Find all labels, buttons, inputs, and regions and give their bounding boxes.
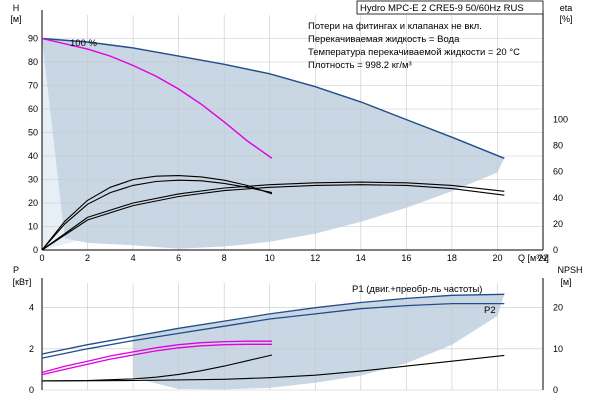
series-bottom-3 (41, 343, 272, 376)
y-axis-unit-right-bottom: [м] (560, 277, 571, 287)
x-tick-label: 2 (85, 253, 90, 263)
y-axis-label-left-bottom: P (13, 265, 19, 275)
y-tick-label-left: 40 (28, 151, 38, 161)
y-tick-label-left: 10 (28, 222, 38, 232)
y-axis-unit-left: [м] (10, 14, 21, 24)
x-tick-label: 4 (131, 253, 136, 263)
y-tick-label-left: 30 (28, 175, 38, 185)
y-tick-label-right: 0 (553, 245, 558, 255)
series-label-p2: P2 (484, 305, 496, 316)
y-tick-label-left: 50 (28, 128, 38, 138)
x-tick-label: 16 (401, 253, 411, 263)
x-tick-label: 0 (39, 253, 44, 263)
y-tick-label-right: 60 (553, 167, 563, 177)
y-tick-label-left-bottom: 4 (29, 303, 34, 313)
y-tick-label-right-bottom: 0 (553, 385, 558, 395)
series-bottom-2 (41, 340, 272, 374)
y-tick-label-right: 20 (553, 219, 563, 229)
x-tick-label: 20 (492, 253, 502, 263)
y-tick-label-left-bottom: 0 (29, 385, 34, 395)
x-axis-label: Q [м³/ч] (518, 253, 549, 263)
y-axis-unit-left-bottom: [кВт] (13, 277, 32, 287)
y-axis-label-left: H (13, 3, 20, 13)
chart-title: Hydro MPC-E 2 CRE5-9 50/60Hz RUS (360, 3, 524, 14)
curve-label: 100 % (70, 38, 97, 49)
y-tick-label-left: 70 (28, 81, 38, 91)
x-tick-label: 14 (356, 253, 366, 263)
series-top-0 (41, 37, 505, 159)
series-top-4 (41, 181, 505, 251)
series-top-1 (41, 37, 273, 159)
series-label-p1: P1 (двиг.+преобр-ль частоты) (352, 284, 482, 295)
chart-note: Температура перекачиваемой жидкости = 20… (308, 47, 520, 58)
x-tick-label: 22 (538, 253, 548, 263)
y-tick-label-right: 40 (553, 193, 563, 203)
series-bottom-0 (41, 293, 505, 355)
chart-note: Потери на фитингах и клапанах не вкл. (308, 21, 482, 32)
series-bottom-1 (41, 302, 505, 359)
series-top-3 (41, 179, 273, 251)
y-tick-label-left-bottom: 2 (29, 344, 34, 354)
y-tick-label-left: 20 (28, 198, 38, 208)
y-axis-unit-right: [%] (559, 14, 572, 24)
y-tick-label-right: 80 (553, 141, 563, 151)
y-tick-label-left: 80 (28, 57, 38, 67)
y-axis-label-right-bottom: NPSH (557, 265, 582, 275)
series-bottom-5 (41, 354, 505, 382)
y-axis-label-right: eta (560, 3, 573, 13)
y-tick-label-left: 60 (28, 104, 38, 114)
x-tick-label: 8 (222, 253, 227, 263)
chart-note: Перекачиваемая жидкость = Вода (308, 34, 460, 45)
y-tick-label-left: 90 (28, 34, 38, 44)
y-tick-label-right-bottom: 10 (553, 344, 563, 354)
y-tick-label-left: 0 (33, 245, 38, 255)
series-top-2 (41, 175, 273, 251)
chart-note: Плотность = 998.2 кг/м³ (308, 60, 412, 71)
series-top-5 (41, 184, 505, 251)
y-tick-label-right-bottom: 20 (553, 303, 563, 313)
operating-area-top (42, 38, 505, 249)
x-tick-label: 18 (447, 253, 457, 263)
series-bottom-4 (41, 354, 273, 382)
x-tick-label: 12 (310, 253, 320, 263)
x-tick-label: 10 (265, 253, 275, 263)
y-tick-label-right: 100 (553, 114, 568, 124)
x-tick-label: 6 (176, 253, 181, 263)
title-box (356, 0, 544, 15)
